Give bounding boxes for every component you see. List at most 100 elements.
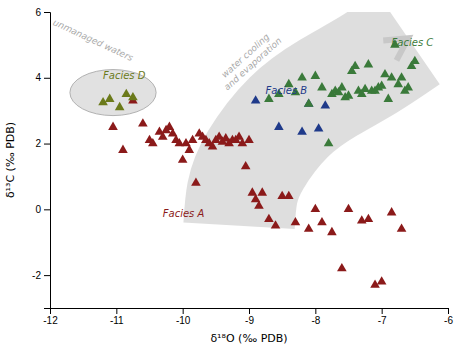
tick: -10: [176, 308, 191, 326]
tick: 0: [35, 204, 50, 215]
chart: -12-11-10-9-8-7-6-20246δ¹⁸O (‰ PDB)δ¹³C …: [0, 0, 462, 348]
point: [184, 145, 194, 153]
point: [377, 276, 387, 284]
x-axis: -12-11-10-9-8-7-6: [43, 308, 453, 326]
point: [314, 123, 324, 131]
series: [251, 95, 330, 135]
point: [364, 214, 374, 222]
point: [380, 69, 390, 77]
tick-mark: [382, 308, 383, 314]
point: [317, 82, 327, 90]
tick-label: 6: [35, 7, 41, 18]
series-label: Facies B: [266, 85, 308, 96]
point: [344, 90, 354, 98]
point: [115, 102, 125, 110]
tick: -6: [444, 308, 453, 326]
tick-label: 2: [35, 138, 41, 149]
tick-mark: [44, 275, 50, 276]
point: [364, 59, 374, 67]
axis-line: [44, 13, 51, 309]
y-axis: -2 0 2 4 6: [32, 7, 50, 309]
tick: -11: [110, 308, 124, 326]
annotation: unmanaged waters: [51, 17, 134, 63]
point: [304, 99, 314, 107]
point: [383, 94, 393, 102]
point: [327, 227, 337, 235]
point: [284, 191, 294, 199]
labels: Facies A Facies B Facies C Facies D unmanage…: [51, 17, 433, 219]
annotation: water coolingand evaporation: [215, 27, 284, 92]
point: [297, 126, 307, 134]
tick-mark: [249, 308, 250, 314]
region-ellipse: [70, 70, 156, 116]
tick-mark: [44, 12, 50, 13]
point: [403, 82, 413, 90]
point: [350, 61, 360, 69]
tick-label: -7: [378, 315, 387, 326]
point: [344, 204, 354, 212]
point: [337, 82, 347, 90]
point: [274, 122, 284, 130]
tick: 6: [35, 7, 50, 18]
point: [291, 217, 301, 225]
tick-mark: [183, 308, 184, 314]
point: [324, 138, 334, 146]
point: [397, 224, 407, 232]
tick-label: -11: [110, 315, 124, 326]
point: [148, 138, 158, 146]
point: [320, 100, 330, 108]
point: [410, 56, 420, 64]
tick-label: 4: [35, 72, 41, 83]
tick: -2: [32, 270, 50, 281]
point: [360, 84, 370, 92]
tick-label: -10: [176, 315, 191, 326]
plot: -12-11-10-9-8-7-6-20246δ¹⁸O (‰ PDB)δ¹³C …: [4, 7, 453, 345]
point: [105, 94, 115, 102]
series-label: Facies C: [392, 37, 434, 48]
point: [257, 187, 267, 195]
axis-line: [51, 309, 449, 315]
tick-label: 0: [35, 204, 41, 215]
tick-label: -12: [43, 315, 58, 326]
y-axis-title: δ¹³C (‰ PDB): [4, 122, 17, 198]
point: [244, 135, 254, 143]
series-label: Facies D: [103, 70, 146, 81]
point: [387, 72, 397, 80]
point: [128, 92, 138, 100]
point: [251, 95, 261, 103]
point: [191, 177, 201, 185]
point: [317, 217, 327, 225]
point: [304, 99, 314, 107]
tick-mark: [448, 308, 449, 314]
point: [241, 161, 251, 169]
tick-label: -2: [32, 270, 41, 281]
tick-label: -9: [245, 315, 254, 326]
point: [297, 72, 307, 80]
tick: -7: [378, 308, 387, 326]
series: [264, 39, 420, 146]
tick-mark: [116, 308, 117, 314]
tick-mark: [44, 78, 50, 79]
point: [271, 220, 281, 228]
point: [337, 263, 347, 271]
point: [397, 72, 407, 80]
x-axis-title: δ¹⁸O (‰ PDB): [210, 332, 287, 345]
tick: -12: [43, 308, 58, 326]
tick-mark: [315, 308, 316, 314]
point: [311, 204, 321, 212]
trend-band: [239, 38, 408, 225]
tick-label: -6: [444, 315, 453, 326]
tick-mark: [44, 209, 50, 210]
point: [108, 122, 118, 130]
series: [108, 95, 406, 288]
tick: -9: [245, 308, 254, 326]
point: [311, 71, 321, 79]
tick: 4: [35, 72, 50, 83]
tick-mark: [44, 144, 50, 145]
point: [138, 118, 148, 126]
point: [118, 145, 128, 153]
series-label: Facies A: [163, 208, 205, 219]
point: [377, 80, 387, 88]
point: [387, 207, 397, 215]
tick: 2: [35, 138, 50, 149]
